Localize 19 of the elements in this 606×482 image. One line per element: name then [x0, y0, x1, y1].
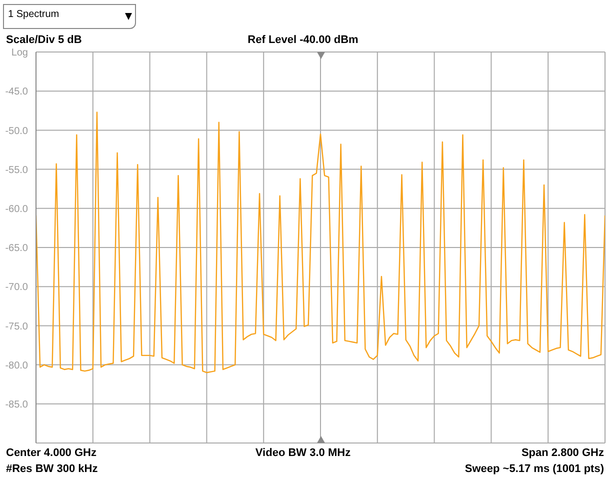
y-tick-label: -65.0 [5, 243, 28, 254]
text: Center 4.000 GHz [6, 447, 96, 459]
y-tick-label: -80.0 [5, 360, 28, 372]
y-tick-label: -50.0 [5, 126, 28, 137]
y-tick-label: -60.0 [5, 204, 28, 215]
y-tick-label: Log [11, 48, 28, 59]
y-tick-label: -45.0 [5, 86, 28, 98]
text: Video BW 3.0 MHz [255, 447, 351, 459]
text: 1 Spectrum [8, 9, 60, 20]
y-tick-label: -85.0 [5, 399, 28, 410]
text: Sweep ~5.17 ms (1001 pts) [464, 463, 604, 475]
y-tick-label: -75.0 [5, 321, 28, 332]
text: Ref Level -40.00 dBm [248, 34, 358, 46]
text: Span 2.800 GHz [521, 447, 604, 459]
y-tick-label: -70.0 [5, 282, 28, 294]
text: #Res BW 300 kHz [6, 463, 98, 475]
line-series [36, 112, 605, 374]
text: Scale/Div 5 dB [6, 34, 82, 46]
y-tick-label: -55.0 [5, 164, 28, 176]
